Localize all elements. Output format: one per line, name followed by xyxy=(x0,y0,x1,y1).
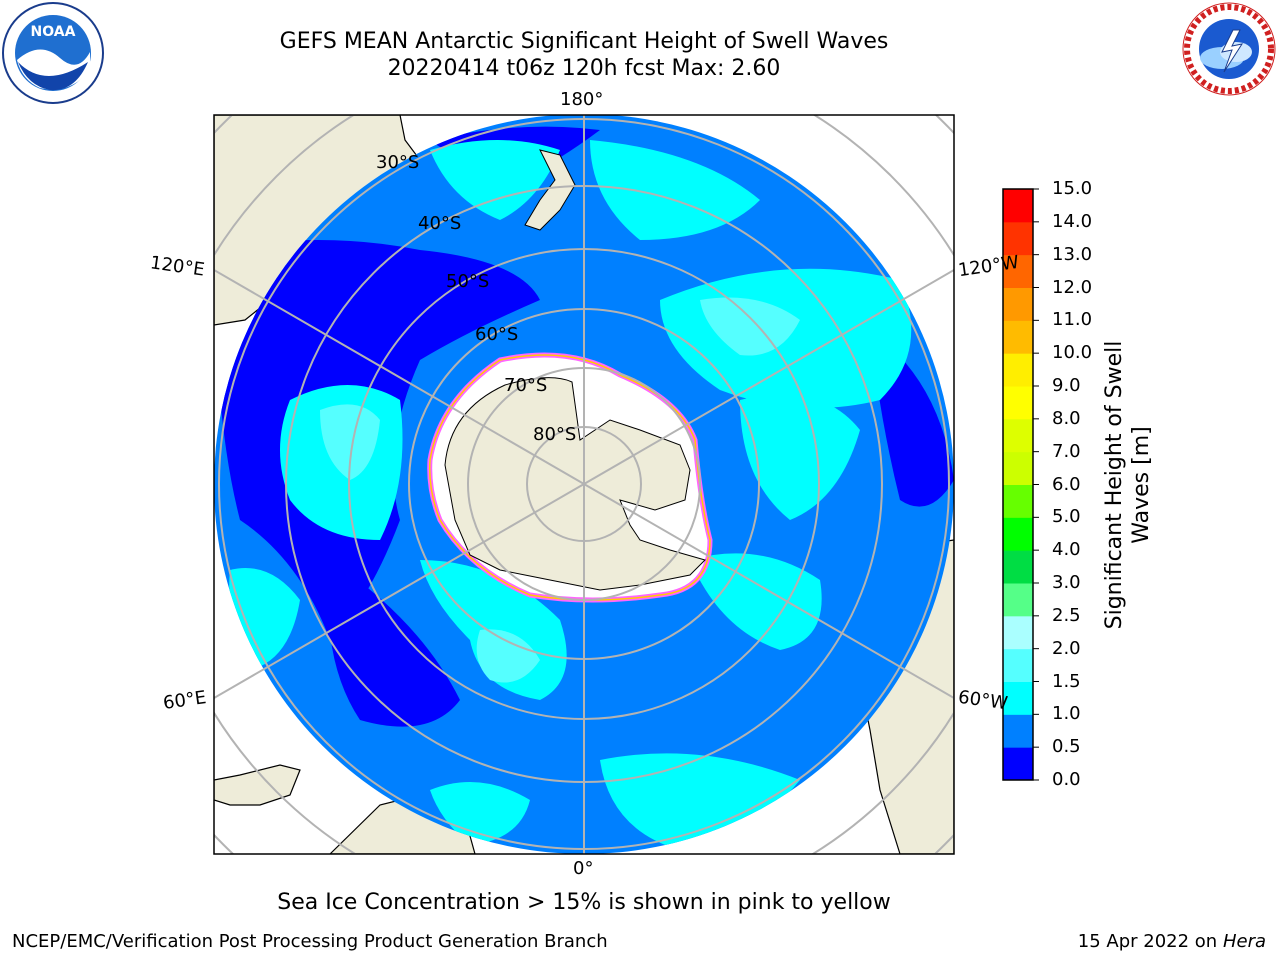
colorbar-segment xyxy=(1003,747,1033,781)
noaa-logo-text: NOAA xyxy=(31,24,76,40)
colorbar-segment xyxy=(1003,648,1033,682)
colorbar-segment xyxy=(1003,287,1033,321)
chart-subtitle-run: 20220414 t06z 120h fcst Max: 2.60 xyxy=(387,56,781,81)
colorbar-segment xyxy=(1003,221,1033,256)
colorbar-tick-label: 9.0 xyxy=(1052,375,1081,396)
colorbar-label: Significant Height of Swell Waves [m] xyxy=(1102,340,1154,630)
colorbar-tick-label: 6.0 xyxy=(1052,473,1081,495)
colorbar-segment xyxy=(1003,583,1033,617)
high-swell-region xyxy=(700,297,800,356)
lat-label-40s: 40°S xyxy=(418,213,462,234)
lon-label-180: 180° xyxy=(560,89,604,110)
sea-ice-note: Sea Ice Concentration > 15% is shown in … xyxy=(277,890,891,915)
map-frame xyxy=(213,114,955,855)
colorbar-segment xyxy=(1003,418,1033,453)
land-antarctica xyxy=(444,377,706,591)
colorbar-tick-label: 1.0 xyxy=(1052,703,1081,725)
lat-label-70s: 70°S xyxy=(504,375,548,396)
footer-date: 15 Apr 2022 on Hera xyxy=(1078,931,1266,952)
high-swell-region xyxy=(740,394,860,520)
high-swell-region xyxy=(600,753,800,850)
colorbar-tick-label: 2.5 xyxy=(1052,604,1081,626)
colorbar-segment xyxy=(1003,615,1033,650)
lat-label-80s: 80°S xyxy=(533,424,577,445)
colorbar-tick-label: 11.0 xyxy=(1052,309,1093,331)
colorbar-segment xyxy=(1003,681,1033,715)
high-swell-region xyxy=(320,404,380,480)
high-swell-region xyxy=(430,782,530,845)
colorbar-tick-label: 0.0 xyxy=(1052,769,1081,790)
noaa-logo: NOAA xyxy=(0,0,106,106)
colorbar xyxy=(1002,188,1039,781)
colorbar-segment xyxy=(1003,353,1033,387)
nws-logo-graphic xyxy=(1182,2,1276,96)
lon-label-0: 0° xyxy=(573,858,594,879)
colorbar-segment xyxy=(1003,254,1033,288)
graticule xyxy=(214,115,954,854)
high-swell-region xyxy=(430,140,560,220)
colorbar-tick-label: 8.0 xyxy=(1052,407,1081,429)
colorbar-tick-label: 3.0 xyxy=(1052,572,1081,593)
colorbar-tick-label: 10.0 xyxy=(1052,342,1093,364)
colorbar-segment xyxy=(1003,320,1033,354)
colorbar-tick-label: 1.5 xyxy=(1052,670,1081,692)
footer-branch: NCEP/EMC/Verification Post Processing Pr… xyxy=(12,931,608,952)
high-swell-region xyxy=(476,629,540,683)
colorbar-tick-label: 14.0 xyxy=(1052,210,1093,232)
footer-host: Hera xyxy=(1222,931,1266,952)
colorbar-tick-label: 4.0 xyxy=(1052,539,1081,561)
nws-logo xyxy=(1178,0,1280,100)
lat-label-30s: 30°S xyxy=(376,152,420,173)
colorbar-segment xyxy=(1003,550,1033,584)
land-new-zealand xyxy=(524,149,576,231)
colorbar-segment xyxy=(1003,714,1033,748)
lat-label-50s: 50°S xyxy=(446,271,490,292)
high-swell-region xyxy=(590,140,760,240)
lat-label-60s: 60°S xyxy=(475,324,519,345)
sea-ice-edge-inner xyxy=(428,354,711,601)
colorbar-segment xyxy=(1003,189,1033,223)
colorbar-segment xyxy=(1003,517,1033,551)
colorbar-tick-label: 5.0 xyxy=(1052,506,1081,528)
colorbar-segment xyxy=(1003,386,1033,420)
footer-date-text: 15 Apr 2022 on xyxy=(1077,931,1223,952)
colorbar-segment xyxy=(1003,451,1033,485)
colorbar-tick-label: 15.0 xyxy=(1052,178,1093,199)
colorbar-tick-label: 7.0 xyxy=(1052,440,1081,462)
high-swell-region xyxy=(690,553,822,650)
low-swell-region xyxy=(328,560,460,727)
colorbar-segment xyxy=(1003,484,1033,518)
colorbar-tick-label: 0.5 xyxy=(1052,736,1081,758)
chart-title: GEFS MEAN Antarctic Significant Height o… xyxy=(279,29,889,54)
colorbar-tick-label: 12.0 xyxy=(1052,276,1093,298)
colorbar-tick-label: 2.0 xyxy=(1052,637,1081,659)
noaa-logo-graphic: NOAA xyxy=(2,2,104,104)
colorbar-tick-label: 13.0 xyxy=(1052,243,1093,265)
